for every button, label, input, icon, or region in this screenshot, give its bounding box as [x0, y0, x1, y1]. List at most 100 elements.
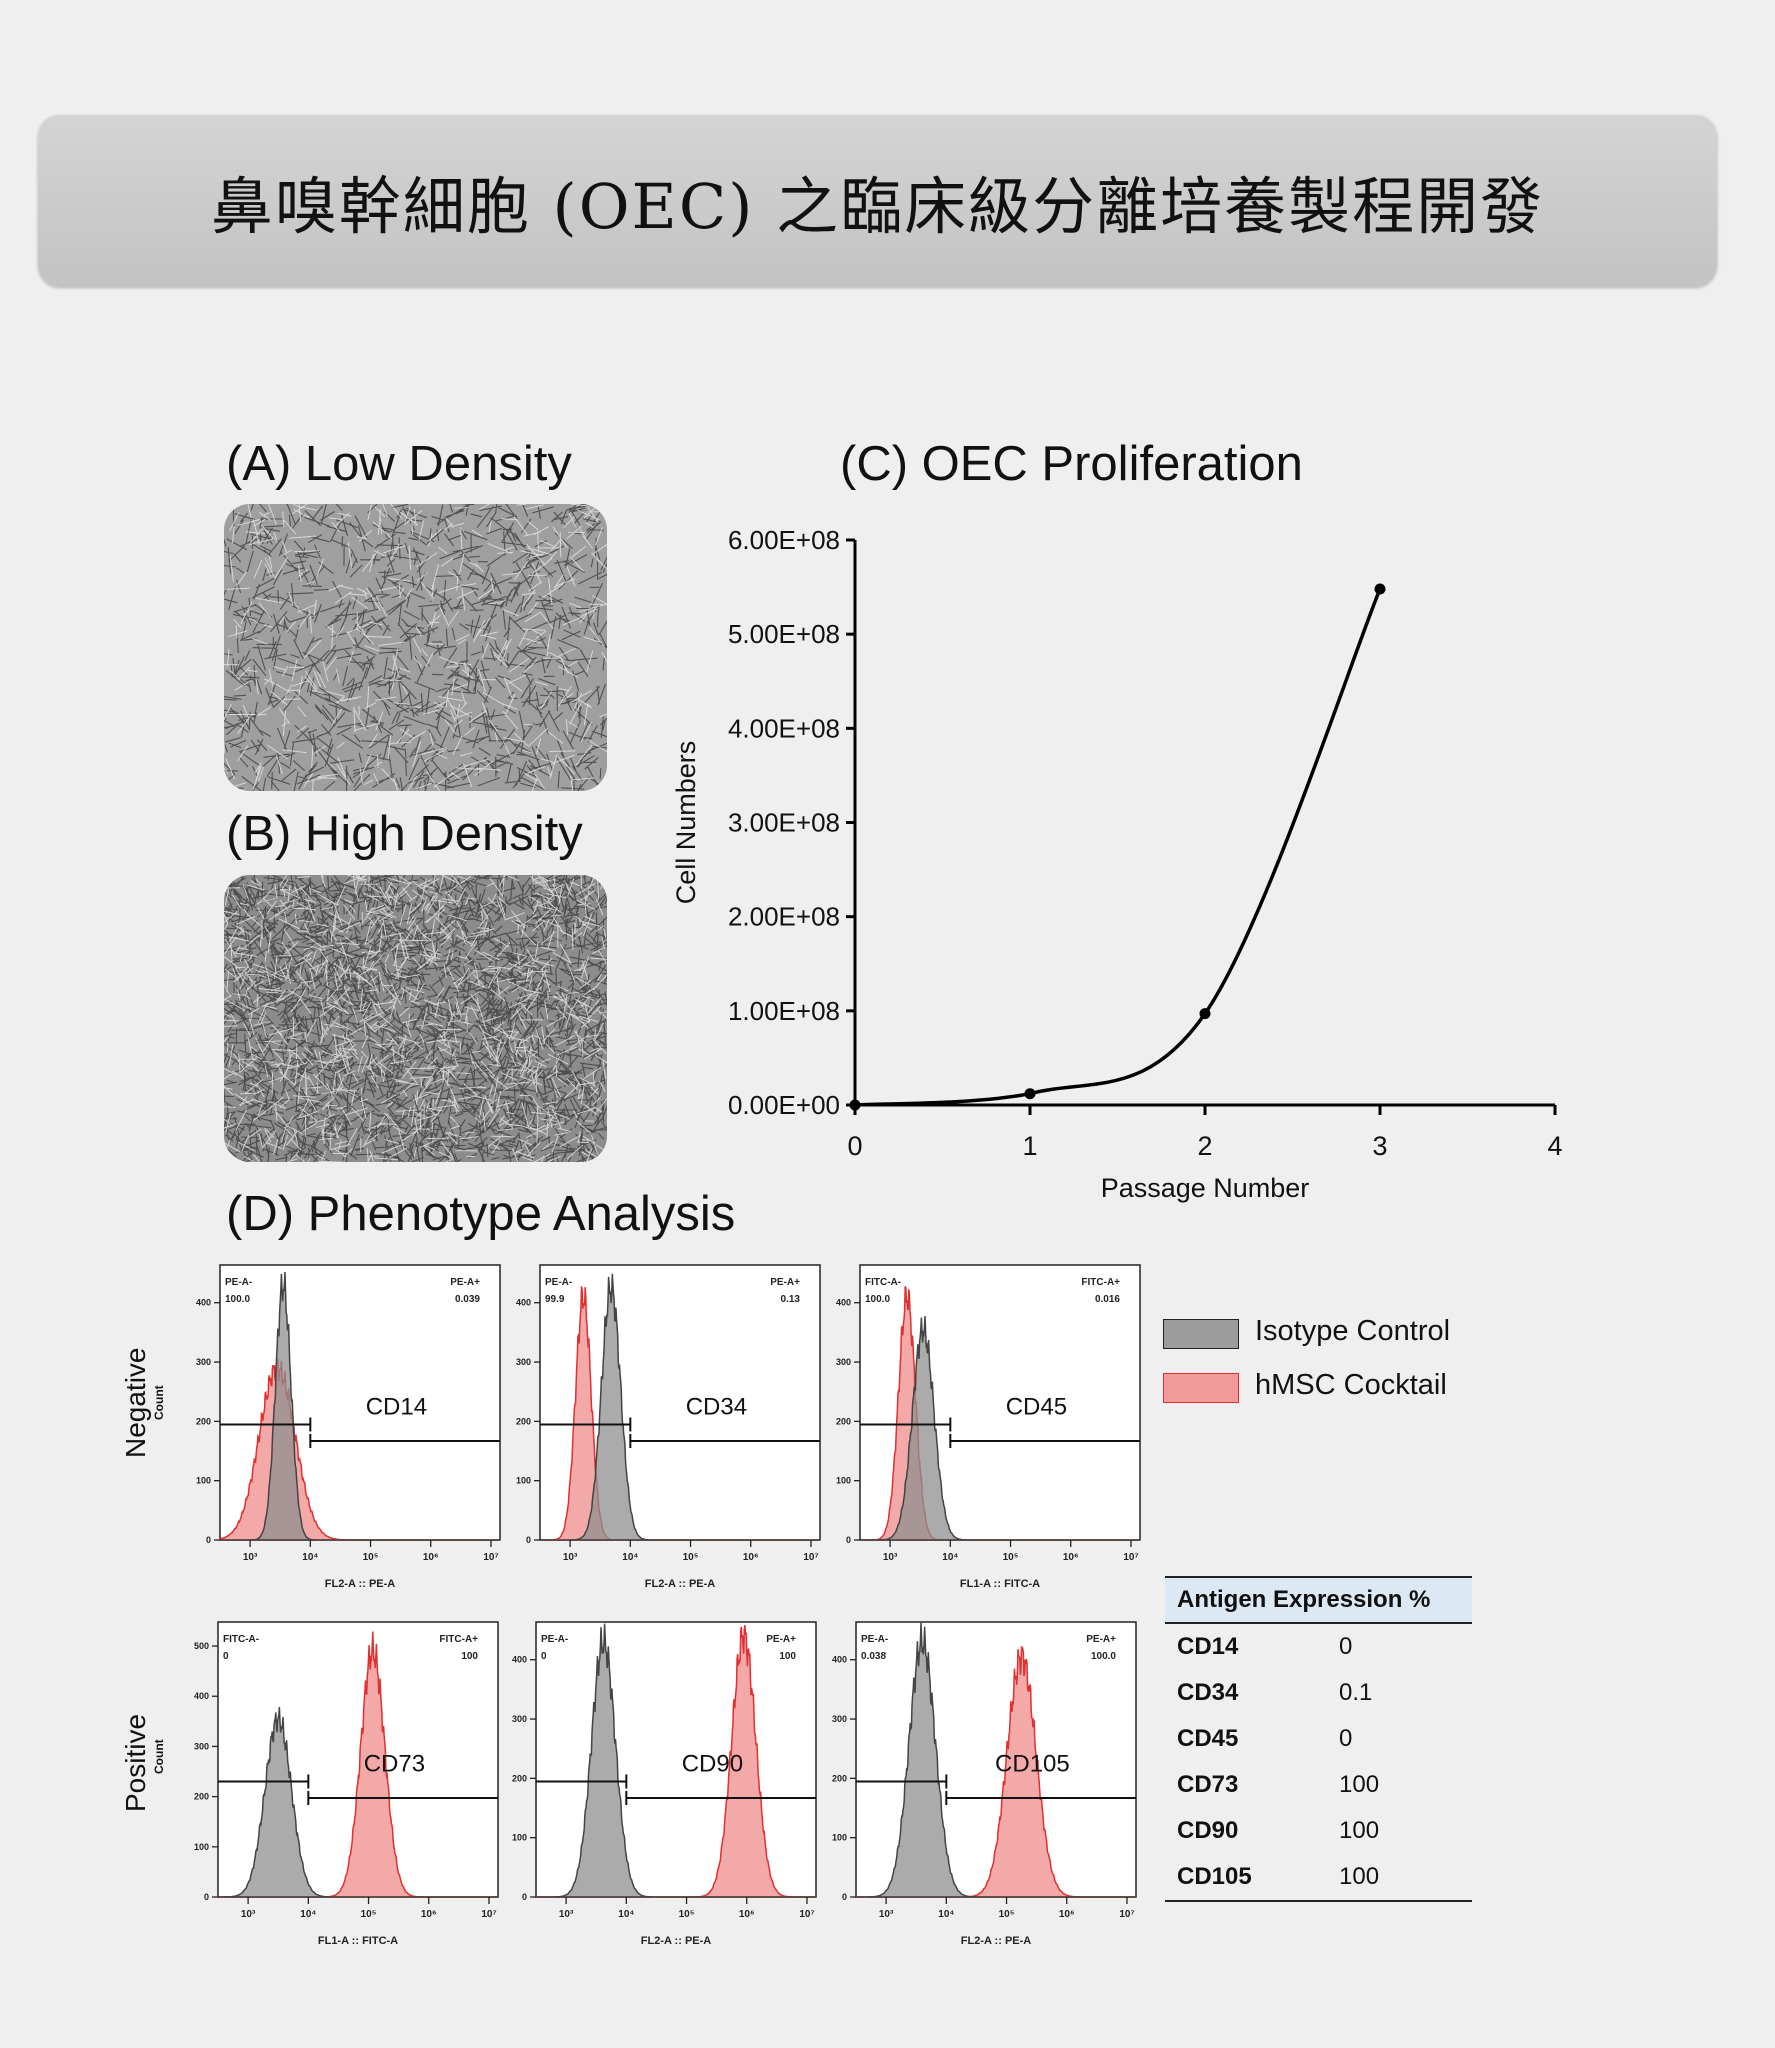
table-row: CD90 100 [1165, 1808, 1472, 1854]
cell-texture-light [224, 875, 607, 1162]
histogram-x-label: FL2-A :: PE-A [325, 1578, 396, 1590]
antigen-name: CD90 [1177, 1817, 1239, 1844]
x-axis-label: Passage Number [1101, 1173, 1310, 1203]
y-tick-label: 300 [194, 1741, 209, 1751]
y-tick-label: 300 [832, 1714, 847, 1724]
antigen-value: 100 [1327, 1854, 1472, 1902]
low-density-micrograph [224, 504, 607, 791]
y-tick-label: 200 [196, 1416, 211, 1426]
antigen-value: 100 [1339, 1771, 1380, 1798]
x-tick-label: 10⁴ [942, 1552, 958, 1563]
high-density-micrograph [224, 875, 607, 1162]
antigen-value: 0 [1339, 1633, 1353, 1660]
antigen-name: CD73 [1177, 1771, 1239, 1798]
y-tick-label: 3.00E+08 [728, 808, 840, 838]
histogram-x-label: FL1-A :: FITC-A [960, 1578, 1040, 1590]
data-point [1024, 1088, 1036, 1100]
antigen-value: 0 [1339, 1725, 1353, 1752]
gate-right-value: 0.016 [1095, 1294, 1120, 1305]
y-tick-label: 100 [836, 1476, 851, 1486]
gate-right-label: FITC-A+ [1081, 1277, 1120, 1288]
panel-c-label: (C) OEC Proliferation [840, 437, 1303, 491]
x-tick-label: 10⁵ [999, 1909, 1015, 1920]
legend-item-cocktail: hMSC Cocktail [1163, 1369, 1493, 1407]
isotype-histogram [856, 1622, 1136, 1898]
gate-left-value: 99.9 [545, 1294, 565, 1305]
data-point [849, 1099, 861, 1111]
antigen-name: CD105 [1165, 1854, 1327, 1902]
y-tick-label: 500 [194, 1641, 209, 1651]
cell-texture-dark [224, 875, 607, 1162]
table-row: CD14 0 [1165, 1623, 1472, 1670]
x-tick-label: 10⁴ [302, 1552, 318, 1563]
x-tick-label: 1 [1022, 1131, 1037, 1161]
gate-left-label: PE-A- [541, 1634, 568, 1645]
gate-left-value: 100.0 [225, 1294, 250, 1305]
y-tick-label: 0 [846, 1535, 851, 1545]
x-tick-label: 10⁶ [423, 1552, 439, 1563]
y-tick-label: 400 [516, 1298, 531, 1308]
proliferation-chart: 0.00E+00 1.00E+08 2.00E+08 3.00E+08 4.00E+08… [671, 525, 1563, 1203]
x-tick-label: 2 [1197, 1131, 1212, 1161]
x-tick-label: 10³ [563, 1552, 578, 1563]
y-tick-label: 200 [194, 1792, 209, 1802]
y-tick-label: 100 [194, 1842, 209, 1852]
x-tick-label: 10⁶ [1063, 1552, 1079, 1563]
data-point [1199, 1008, 1211, 1020]
histogram-x-label: FL2-A :: PE-A [961, 1935, 1032, 1947]
y-tick-label: 200 [516, 1416, 531, 1426]
title-banner: 鼻嗅幹細胞 (OEC) 之臨床級分離培養製程開發 [38, 115, 1717, 287]
x-tick-label: 10⁷ [803, 1552, 818, 1563]
table-row: CD34 0.1 [1165, 1670, 1472, 1716]
y-tick-label: 0 [204, 1892, 209, 1902]
y-tick-label: 200 [512, 1773, 527, 1783]
histogram-x-label: FL2-A :: PE-A [641, 1935, 712, 1947]
y-tick-label: 0.00E+00 [728, 1090, 840, 1120]
x-tick-label: 10⁴ [622, 1552, 638, 1563]
marker-label: CD45 [1006, 1394, 1067, 1421]
x-tick-label: 10⁶ [421, 1909, 437, 1920]
gate-right-label: PE-A+ [450, 1277, 480, 1288]
x-tick-label: 0 [847, 1131, 862, 1161]
gate-right-label: PE-A+ [770, 1277, 800, 1288]
legend-item-isotype: Isotype Control [1163, 1315, 1493, 1353]
x-tick-label: 10³ [879, 1909, 894, 1920]
gate-left-label: FITC-A- [865, 1277, 901, 1288]
legend-swatch-isotype [1163, 1319, 1239, 1349]
y-tick-label: 0 [842, 1892, 847, 1902]
y-tick-label: 400 [832, 1655, 847, 1665]
legend-label-cocktail: hMSC Cocktail [1255, 1369, 1447, 1401]
isotype-histogram [218, 1706, 498, 1898]
x-tick-label: 10⁶ [743, 1552, 759, 1563]
x-tick-label: 10⁴ [938, 1909, 954, 1920]
x-tick-label: 10³ [559, 1909, 574, 1920]
x-tick-label: 10⁵ [363, 1552, 379, 1563]
y-tick-label: 100 [832, 1833, 847, 1843]
gate-right-label: PE-A+ [766, 1634, 796, 1645]
y-tick-label: 300 [196, 1357, 211, 1367]
marker-label: CD34 [686, 1394, 747, 1421]
gate-left-label: PE-A- [545, 1277, 572, 1288]
y-tick-label: 0 [206, 1535, 211, 1545]
gate-left-value: 0.038 [861, 1651, 886, 1662]
x-tick-label: 10³ [241, 1909, 256, 1920]
y-tick-label: 6.00E+08 [728, 525, 840, 555]
x-tick-label: 10⁷ [481, 1909, 496, 1920]
gate-right-label: PE-A+ [1086, 1634, 1116, 1645]
y-tick-label: 200 [836, 1416, 851, 1426]
histogram-x-label: FL1-A :: FITC-A [318, 1935, 398, 1947]
x-tick-label: 10⁷ [1123, 1552, 1138, 1563]
y-tick-label: 300 [512, 1714, 527, 1724]
x-tick-label: 3 [1372, 1131, 1387, 1161]
gate-left-value: 100.0 [865, 1294, 890, 1305]
x-tick-label: 10⁷ [483, 1552, 498, 1563]
antigen-value: 0.1 [1339, 1679, 1373, 1706]
y-tick-label: 200 [832, 1773, 847, 1783]
marker-label: CD73 [364, 1751, 425, 1778]
y-tick-label: 300 [516, 1357, 531, 1367]
gate-right-value: 100.0 [1091, 1651, 1116, 1662]
legend-label-isotype: Isotype Control [1255, 1315, 1451, 1347]
